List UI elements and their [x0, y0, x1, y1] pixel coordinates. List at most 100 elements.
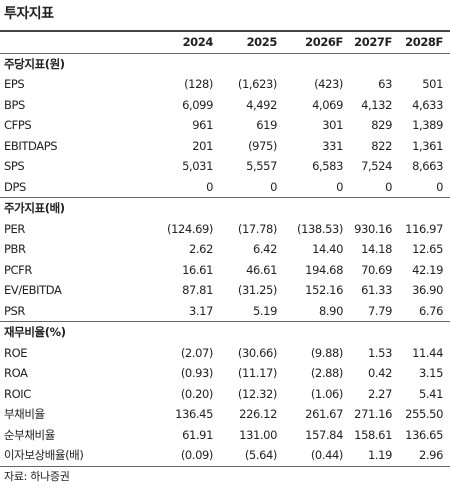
value-cell: 11.44 — [412, 345, 443, 360]
data-row: BPS 6,099 4,492 4,069 4,132 4,633 — [0, 95, 450, 116]
value-cell: 6,099 — [182, 97, 213, 112]
data-row: EPS (128) (1,623) (423) 63 501 — [0, 74, 450, 95]
row-label: ROIC — [4, 386, 31, 401]
row-label: 이자보상배율(배) — [0, 445, 140, 467]
header-cell: 2026F — [277, 30, 343, 54]
value-cell: (0.44) — [277, 445, 343, 467]
value-cell: 131.00 — [239, 427, 277, 442]
value-cell: 3.17 — [188, 303, 213, 318]
row-label: 순부채비율 — [4, 427, 55, 442]
value-cell: 301 — [322, 118, 343, 133]
row-label: PCFR — [4, 262, 32, 277]
section-title: 재무비율(%) — [0, 321, 450, 343]
value-cell: 4,069 — [312, 97, 343, 112]
row-label: PER — [4, 221, 25, 236]
value-cell: (1,623) — [237, 77, 278, 92]
value-cell: 4,132 — [361, 97, 392, 112]
row-label: ROE — [4, 345, 28, 360]
value-cell: 14.40 — [312, 242, 343, 257]
value-cell: 136.65 — [405, 427, 443, 442]
value-cell: 255.50 — [405, 407, 443, 422]
header-cell — [0, 30, 140, 54]
value-cell: 961 — [192, 118, 213, 133]
value-cell: 6.42 — [252, 242, 277, 257]
value-cell: 3.15 — [418, 366, 443, 381]
value-cell: 7,524 — [361, 159, 392, 174]
value-cell: 271.16 — [354, 407, 392, 422]
value-cell: 46.61 — [246, 262, 277, 277]
value-cell: 14.18 — [361, 242, 392, 257]
value-cell: 36.90 — [412, 283, 443, 298]
row-label: EPS — [4, 77, 25, 92]
value-cell: 4,633 — [412, 97, 443, 112]
value-cell: 0 — [336, 179, 343, 194]
value-cell: 7.79 — [367, 303, 392, 318]
value-cell: 0 — [270, 179, 277, 194]
value-cell: 2.96 — [392, 445, 450, 467]
section-row: 재무비율(%) — [0, 321, 450, 343]
value-cell: (11.17) — [237, 366, 278, 381]
value-cell: 61.33 — [361, 283, 392, 298]
header-cell: 2028F — [392, 30, 450, 54]
source-note: 자료: 하나증권 — [4, 470, 70, 483]
value-cell: 501 — [422, 77, 443, 92]
value-cell: 5,031 — [182, 159, 213, 174]
data-row: 부채비율 136.45 226.12 261.67 271.16 255.50 — [0, 404, 450, 425]
data-row: 순부채비율 61.91 131.00 157.84 158.61 136.65 — [0, 425, 450, 446]
data-row: SPS 5,031 5,557 6,583 7,524 8,663 — [0, 156, 450, 177]
value-cell: (0.20) — [180, 386, 214, 401]
value-cell: 87.81 — [182, 283, 213, 298]
value-cell: (423) — [314, 77, 343, 92]
row-label: BPS — [4, 97, 25, 112]
row-label: SPS — [4, 159, 25, 174]
value-cell: (124.69) — [166, 221, 213, 236]
value-cell: 0.42 — [367, 366, 392, 381]
value-cell: 194.68 — [305, 262, 343, 277]
value-cell: (128) — [184, 77, 213, 92]
value-cell: (9.88) — [310, 345, 344, 360]
header-row: 2024 2025 2026F 2027F 2028F — [0, 30, 450, 54]
value-cell: 12.65 — [412, 242, 443, 257]
value-cell: 0 — [206, 179, 213, 194]
value-cell: 2.62 — [188, 242, 213, 257]
row-label: 부채비율 — [4, 407, 45, 422]
value-cell: 1,361 — [412, 138, 443, 153]
data-row: EV/EBITDA 87.81 (31.25) 152.16 61.33 36.90 — [0, 280, 450, 301]
section-row: 주당지표(원) — [0, 52, 450, 74]
data-row: PBR 2.62 6.42 14.40 14.18 12.65 — [0, 239, 450, 260]
row-label: CFPS — [4, 118, 32, 133]
row-label: ROA — [4, 366, 28, 381]
value-cell: 116.97 — [405, 221, 443, 236]
value-cell: (1.06) — [310, 386, 344, 401]
header-cell: 2025 — [213, 30, 277, 54]
value-cell: 158.61 — [354, 427, 392, 442]
value-cell: 4,492 — [246, 97, 277, 112]
value-cell: 0 — [385, 179, 392, 194]
value-cell: 930.16 — [354, 221, 392, 236]
value-cell: 201 — [192, 138, 213, 153]
data-row: PER (124.69) (17.78) (138.53) 930.16 116.97 — [0, 219, 450, 240]
row-label: EV/EBITDA — [4, 283, 62, 298]
value-cell: 8.90 — [318, 303, 343, 318]
value-cell: (30.66) — [237, 345, 278, 360]
value-cell: 5.41 — [418, 386, 443, 401]
value-cell: 261.67 — [305, 407, 343, 422]
value-cell: (0.09) — [140, 445, 213, 467]
value-cell: (2.07) — [180, 345, 214, 360]
header-cell: 2027F — [343, 30, 392, 54]
value-cell: 1.19 — [343, 445, 392, 467]
data-row: CFPS 961 619 301 829 1,389 — [0, 115, 450, 136]
value-cell: 42.19 — [412, 262, 443, 277]
section-title: 주가지표(배) — [0, 197, 450, 219]
header-cell: 2024 — [140, 30, 213, 54]
value-cell: 157.84 — [305, 427, 343, 442]
value-cell: 5,557 — [246, 159, 277, 174]
data-table: 2024 2025 2026F 2027F 2028F 주당지표(원) EPS (128) (1… — [0, 30, 450, 467]
value-cell: 5.19 — [252, 303, 277, 318]
data-row: 이자보상배율(배) (0.09) (5.64) (0.44) 1.19 2.96 — [0, 445, 450, 467]
row-label: EBITDAPS — [4, 138, 58, 153]
value-cell: 16.61 — [182, 262, 213, 277]
data-row: ROA (0.93) (11.17) (2.88) 0.42 3.15 — [0, 363, 450, 384]
value-cell: (17.78) — [237, 221, 278, 236]
